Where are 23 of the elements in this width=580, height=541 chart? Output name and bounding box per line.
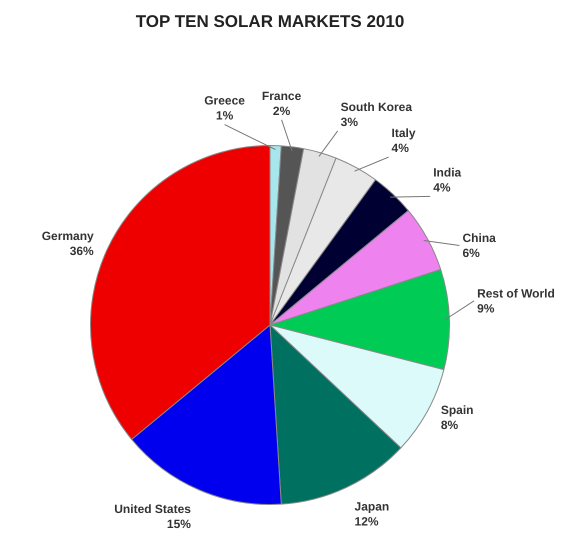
- slice-label: Japan: [354, 499, 390, 514]
- data-label: 8%: [440, 418, 458, 432]
- data-label: 6%: [462, 246, 480, 260]
- slice-label: Greece: [204, 94, 246, 108]
- data-label: 4%: [433, 180, 451, 194]
- slice-label: India: [433, 165, 462, 180]
- slice-label: Spain: [440, 402, 474, 417]
- data-label: 9%: [477, 301, 495, 316]
- slice-label: Germany: [42, 228, 94, 243]
- data-label: 4%: [392, 141, 410, 156]
- data-label: 1%: [216, 108, 234, 123]
- data-label: 15%: [166, 516, 192, 531]
- chart-title: TOP TEN SOLAR MARKETS 2010: [134, 12, 406, 32]
- slice-label: France: [262, 88, 302, 103]
- data-label: 12%: [354, 514, 379, 528]
- slice-label: United States: [114, 502, 192, 516]
- slice-label: Rest of World: [477, 286, 555, 300]
- slice-label: South Korea: [340, 100, 412, 114]
- slice-label: Italy: [392, 126, 416, 140]
- data-label: 36%: [70, 244, 94, 258]
- slice-label: China: [462, 230, 496, 245]
- data-label: 2%: [272, 104, 291, 118]
- data-label: 3%: [340, 114, 358, 129]
